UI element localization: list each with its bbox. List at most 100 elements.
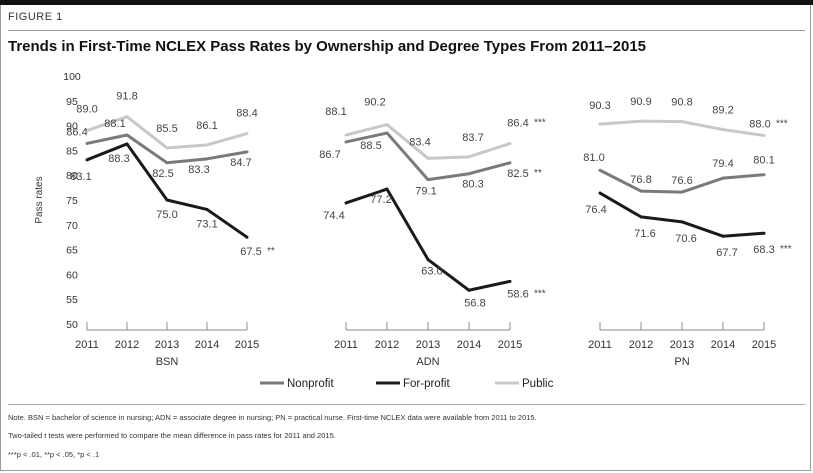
data-point-public (385, 123, 389, 127)
data-label-for-profit: 63.0 (421, 266, 442, 278)
data-label-for-profit: 71.6 (634, 228, 655, 240)
legend-label-for-profit: For-profit (403, 378, 450, 390)
y-tick-label: 65 (66, 245, 78, 257)
y-tick-label: 95 (66, 96, 78, 108)
data-point-public (762, 134, 766, 138)
x-tick-label: 2013 (416, 339, 440, 351)
figure-top-bar (0, 0, 813, 5)
panel-label-bsn: BSN (156, 356, 179, 368)
data-label-nonprofit: 82.5 (507, 168, 528, 180)
data-point-for-profit (426, 258, 430, 262)
note-tests: Two-tailed t tests were performed to com… (8, 431, 336, 440)
data-point-public (680, 120, 684, 124)
legend-label-nonprofit: Nonprofit (287, 378, 334, 390)
data-label-public: 88.0 (749, 119, 770, 131)
data-point-for-profit (125, 142, 129, 146)
panel-label-pn: PN (674, 356, 689, 368)
series-line-for-profit (599, 191, 765, 238)
notes-rule (8, 404, 805, 405)
data-point-for-profit (165, 198, 169, 202)
data-label-for-profit: 70.6 (675, 233, 696, 245)
data-label-nonprofit: 79.4 (712, 158, 733, 170)
data-point-public (165, 146, 169, 150)
data-point-public (467, 155, 471, 159)
data-point-nonprofit (721, 176, 725, 180)
chart-title: Trends in First-Time NCLEX Pass Rates by… (8, 38, 647, 55)
data-label-nonprofit: 86.7 (319, 149, 340, 161)
note-abbreviations: Note. BSN = bachelor of science in nursi… (8, 413, 537, 422)
series-line-public (599, 119, 765, 138)
data-label-nonprofit: 83.3 (188, 164, 209, 176)
significance-marker: *** (534, 288, 546, 299)
data-label-public: 89.2 (712, 105, 733, 117)
data-label-public: 86.1 (196, 120, 217, 132)
x-tick-label: 2011 (75, 339, 99, 351)
data-point-public (344, 133, 348, 137)
data-point-public (245, 132, 249, 136)
data-point-public (205, 143, 209, 147)
data-label-for-profit: 67.5 (240, 246, 261, 258)
data-point-for-profit (467, 288, 471, 292)
y-tick-label: 55 (66, 294, 78, 306)
data-point-for-profit (85, 158, 89, 162)
legend-label-public: Public (522, 378, 554, 390)
data-label-nonprofit: 76.6 (671, 175, 692, 187)
x-tick-label: 2012 (629, 339, 653, 351)
data-point-nonprofit (385, 131, 389, 135)
data-label-for-profit: 68.3 (753, 244, 774, 256)
data-point-nonprofit (165, 161, 169, 165)
data-point-nonprofit (245, 150, 249, 154)
data-point-for-profit (344, 201, 348, 205)
data-label-for-profit: 74.4 (323, 210, 344, 222)
data-label-nonprofit: 81.0 (583, 152, 604, 164)
data-label-nonprofit: 80.3 (462, 179, 483, 191)
data-point-for-profit (639, 215, 643, 219)
data-point-public (721, 128, 725, 132)
data-point-public (125, 115, 129, 119)
x-tick-label: 2015 (235, 339, 259, 351)
x-tick-label: 2014 (457, 339, 481, 351)
data-point-public (426, 156, 430, 160)
x-tick-label: 2013 (155, 339, 179, 351)
title-rule (8, 30, 805, 31)
data-point-nonprofit (205, 157, 209, 161)
data-label-nonprofit: 86.4 (66, 126, 87, 138)
data-point-public (639, 119, 643, 123)
data-label-nonprofit: 82.5 (152, 168, 173, 180)
data-label-public: 85.5 (156, 123, 177, 135)
data-label-nonprofit: 88.1 (104, 118, 125, 130)
data-label-public: 89.0 (76, 104, 97, 116)
data-point-for-profit (385, 187, 389, 191)
data-label-public: 90.8 (671, 97, 692, 109)
data-label-nonprofit: 84.7 (230, 157, 251, 169)
data-label-nonprofit: 79.1 (415, 186, 436, 198)
data-label-public: 88.1 (325, 106, 346, 118)
data-label-public: 90.9 (630, 96, 651, 108)
significance-marker: ** (267, 246, 275, 257)
data-point-nonprofit (426, 178, 430, 182)
data-label-public: 83.7 (462, 132, 483, 144)
x-tick-label: 2012 (115, 339, 139, 351)
data-label-nonprofit: 76.8 (630, 174, 651, 186)
y-tick-label: 100 (63, 71, 81, 83)
x-tick-label: 2014 (711, 339, 735, 351)
data-label-for-profit: 75.0 (156, 209, 177, 221)
y-tick-label: 50 (66, 319, 78, 331)
data-point-nonprofit (467, 172, 471, 176)
data-point-for-profit (762, 231, 766, 235)
panel-label-adn: ADN (416, 356, 439, 368)
x-tick-label: 2011 (588, 339, 612, 351)
figure-label: FIGURE 1 (8, 11, 63, 23)
data-label-for-profit: 58.6 (507, 288, 528, 300)
data-label-public: 88.4 (236, 108, 257, 120)
data-point-nonprofit (639, 189, 643, 193)
data-point-nonprofit (680, 190, 684, 194)
data-point-nonprofit (85, 141, 89, 145)
y-tick-label: 60 (66, 269, 78, 281)
y-tick-label: 75 (66, 195, 78, 207)
note-significance: ***p < .01, **p < .05, *p < .1 (8, 450, 100, 459)
x-tick-label: 2013 (670, 339, 694, 351)
data-label-public: 83.4 (409, 136, 430, 148)
data-point-public (85, 129, 89, 133)
data-point-public (508, 141, 512, 145)
